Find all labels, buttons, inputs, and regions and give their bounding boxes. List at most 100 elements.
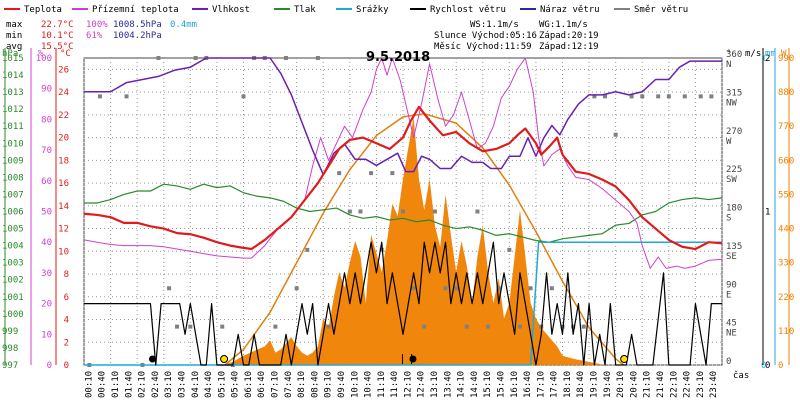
axis-degc-tick: 14: [58, 202, 69, 212]
axis-hpa-tick: 999: [2, 327, 18, 337]
chart-series: [83, 56, 723, 367]
wind-direction-point: [629, 94, 634, 99]
axis-x-tick: 02:10: [138, 371, 148, 398]
axis-hpa-tick: 1011: [2, 122, 24, 132]
axis-pct-tick: 80: [41, 115, 52, 125]
legend-label: Teplota: [24, 5, 62, 15]
axis-x-tick: 09:40: [337, 371, 347, 398]
stats-min-press: 1004.2hPa: [113, 31, 162, 41]
axis-x-tick: 10:10: [350, 371, 360, 398]
axis-degc-tick: 26: [58, 65, 69, 75]
axis-degc-tick: 8: [64, 270, 69, 280]
wind-direction-point: [517, 324, 522, 329]
axis-deg-tick: 180: [726, 204, 742, 214]
wind-direction-point: [369, 171, 374, 176]
axis-x-tick: 05:40: [231, 371, 241, 398]
wind-direction-point: [592, 94, 597, 99]
wind-direction-point: [571, 324, 576, 329]
wind-direction-point: [422, 324, 427, 329]
pressure-line: [84, 183, 723, 243]
moon-rise: Měsíc Východ:11:59: [434, 42, 532, 52]
axis-w-tick: 110: [778, 327, 794, 337]
axis-x-tick: 22:10: [669, 371, 679, 398]
axis-x-tick: 10:40: [364, 371, 374, 398]
axis-deg-tick: 90: [726, 280, 737, 290]
wind-direction-point: [539, 324, 544, 329]
wind-direction-point: [347, 209, 352, 214]
axis-hpa-tick: 1007: [2, 190, 24, 200]
axis-pct-tick: 20: [41, 300, 52, 310]
axis-x-tick: 20:40: [629, 371, 639, 398]
wind-direction-point: [682, 94, 687, 99]
axis-hpa-tick: 1012: [2, 105, 24, 115]
wind-direction-point: [549, 286, 554, 291]
chart-header: 9.5.2018 max 22.7°C 100% 1008.5hPa 0.4mm…: [6, 20, 599, 65]
wind-direction-point: [156, 56, 161, 60]
axis-degc-tick: 18: [58, 156, 69, 166]
axis-x-tick: 13:10: [430, 371, 440, 398]
axis-w-label: W: [781, 49, 787, 59]
axis-x-tick: 11:40: [390, 371, 400, 398]
axis-degc-tick: 16: [58, 179, 69, 189]
axis-pct-label: %: [38, 49, 44, 59]
axis-x-tick: 21:40: [656, 371, 666, 398]
wind-direction-point: [507, 247, 512, 252]
axis-pct-tick: 50: [41, 208, 52, 218]
wind-direction-point: [496, 286, 501, 291]
axis-deg-label: °: [726, 49, 731, 59]
wind-direction-point: [188, 324, 193, 329]
axis-x-tick: 16:40: [523, 371, 533, 398]
axis-w-tick: 0: [778, 361, 783, 371]
axis-w-tick: 550: [778, 190, 794, 200]
axis-x-tick: 20:10: [616, 371, 626, 398]
axis-deg-tick: 135: [726, 242, 742, 252]
axis-hpa-tick: 1002: [2, 276, 24, 286]
axis-x-tick: 15:40: [496, 371, 506, 398]
wind-direction-point: [390, 171, 395, 176]
axis-pct-tick: 60: [41, 177, 52, 187]
axis-x-tick: 14:10: [457, 371, 467, 398]
axis-w-tick: 220: [778, 293, 794, 303]
wind-speed-line: [84, 241, 722, 366]
wind-direction-point: [581, 324, 586, 329]
wind-direction-point: [379, 247, 384, 252]
axis-degc-tick: 4: [64, 316, 69, 326]
axis-x-tick: 08:40: [310, 371, 320, 398]
axis-hpa-tick: 1014: [2, 71, 24, 81]
legend-label: Rychlost větru: [430, 5, 506, 15]
wind-direction-point: [97, 94, 102, 99]
wind-direction-point: [656, 94, 661, 99]
legend-swatch: [336, 8, 352, 10]
axis-degc-label: °C: [60, 49, 71, 59]
wind-direction-point: [175, 324, 180, 329]
legend-label: Náraz větru: [540, 5, 600, 15]
axis-x-tick: 00:10: [84, 371, 94, 398]
wind-direction-point: [528, 286, 533, 291]
axis-dir-tick: S: [726, 214, 731, 224]
wind-direction-point: [401, 209, 405, 214]
axis-x-tick: 14:40: [470, 371, 480, 398]
wind-direction-point: [315, 56, 320, 60]
axis-dir-tick: SE: [726, 252, 737, 262]
axis-pct-tick: 90: [41, 85, 52, 95]
wind-direction-point: [220, 324, 225, 329]
axis-degc-tick: 0: [64, 361, 69, 371]
sun-set: Západ:20:19: [539, 31, 599, 41]
legend-label: Srážky: [356, 5, 389, 15]
sun-marker: [620, 355, 629, 363]
axis-x-tick: 21:10: [643, 371, 653, 398]
axis-hpa-tick: 1010: [2, 139, 24, 149]
axis-ms-tick: 2: [765, 54, 770, 64]
axis-ms-tick: 1: [765, 208, 770, 218]
axis-dir-tick: SW: [726, 175, 737, 185]
legend-swatch: [192, 8, 208, 10]
wind-direction-point: [443, 286, 448, 291]
solar-radiation-fill: [84, 116, 722, 365]
stats-max-label: max: [6, 20, 23, 30]
wind-ws: WS:1.1m/s: [470, 20, 519, 30]
axis-deg-tick: 45: [726, 319, 737, 329]
humidity-line: [84, 57, 722, 176]
axis-x-tick: 06:40: [257, 371, 267, 398]
axis-pct-tick: 70: [41, 146, 52, 156]
